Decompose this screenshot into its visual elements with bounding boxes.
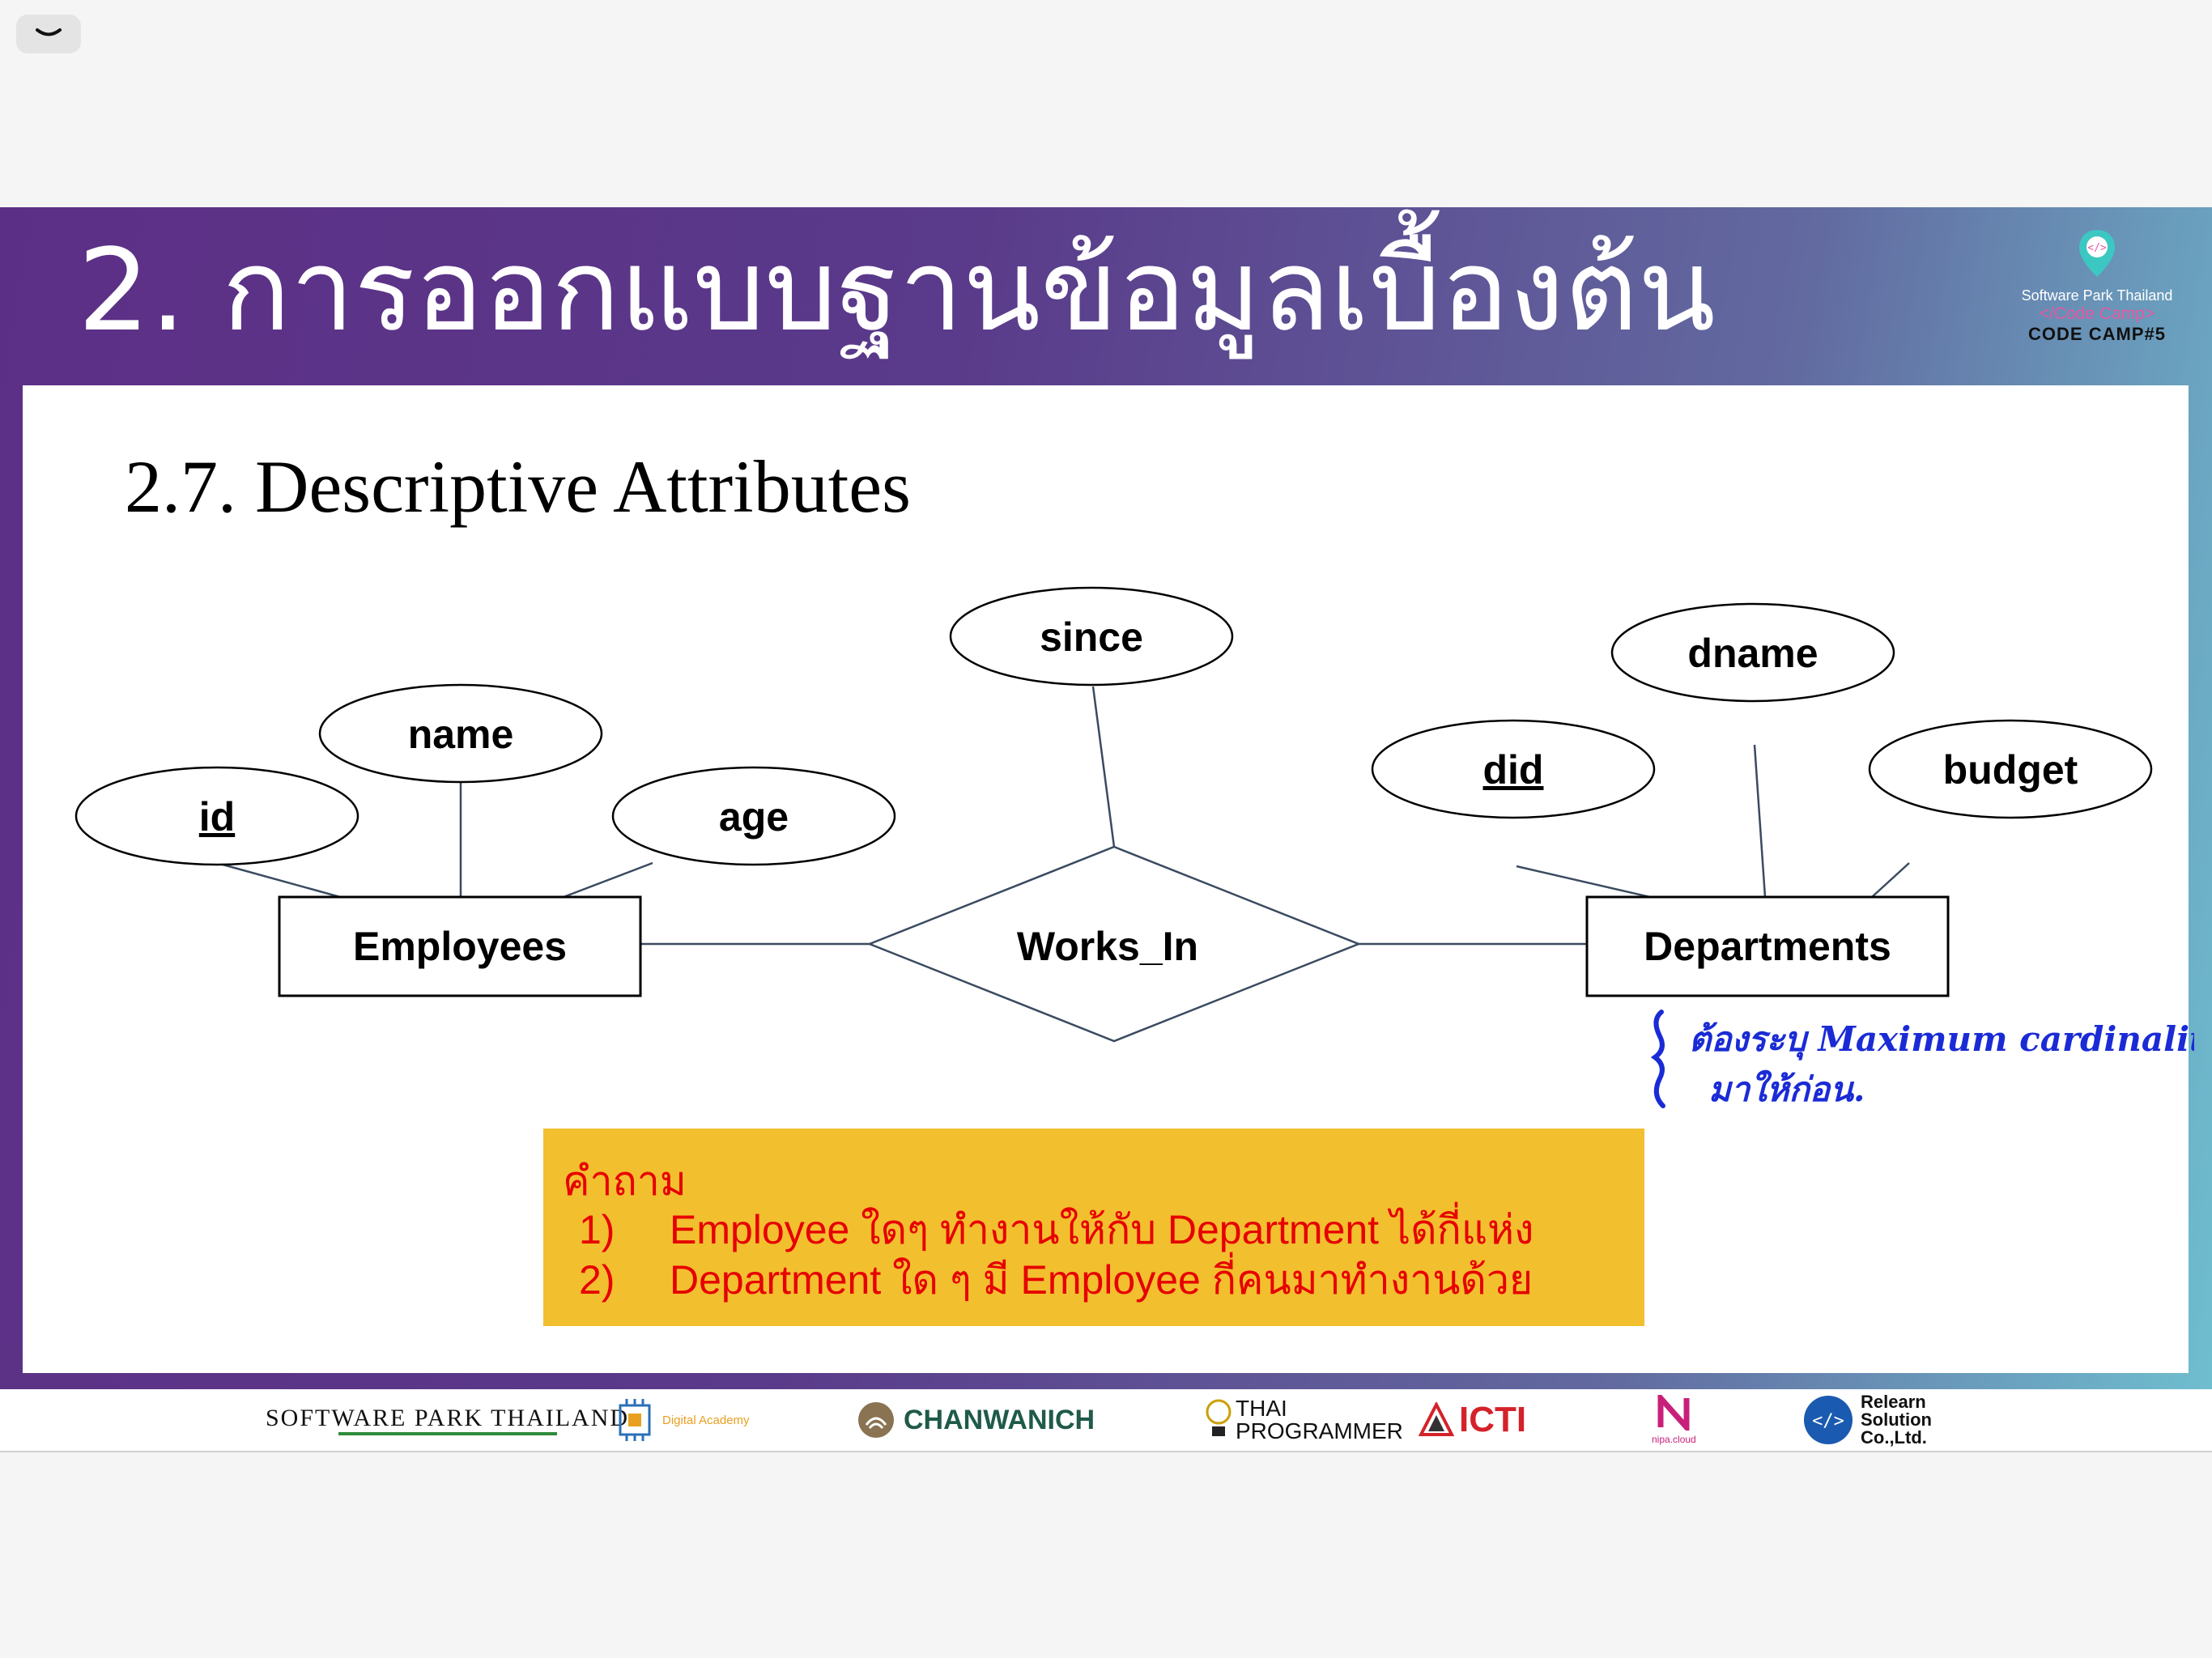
entity-employees-label: Employees [353, 924, 567, 969]
question-item-2: 2) Department ใด ๆ มี Employee กี่คนมาทำง… [579, 1248, 1533, 1312]
entity-departments-label: Departments [1644, 924, 1891, 969]
attribute-dname-ellipse [1610, 602, 1895, 703]
attribute-since-ellipse [949, 586, 1234, 687]
handwritten-line-2: มาให้ก่อน. [1708, 1069, 1865, 1109]
logo-digital-academy: Digital Academy [612, 1389, 750, 1451]
connector-dname [1753, 744, 1767, 898]
attribute-budget-label: budget [1943, 747, 2078, 793]
brand-line-3: CODE CAMP#5 [2028, 324, 2166, 344]
nipa-n-icon [1657, 1390, 1690, 1435]
map-pin-icon: </> [2079, 230, 2115, 277]
attribute-name-ellipse [318, 683, 603, 784]
question-item-number: 1) [579, 1207, 615, 1252]
brand-line-1: Software Park Thailand [2021, 287, 2173, 304]
question-item-text: Employee ใดๆ ทำงานให้กับ Department ได้ก… [670, 1207, 1534, 1252]
connector-since [1091, 686, 1116, 848]
er-diagram: id name age since dname did budget Emplo… [74, 586, 2153, 1043]
attribute-id-ellipse [74, 766, 359, 866]
svg-text:</>: </> [1812, 1411, 1844, 1431]
logo-relearn-solution: </> Relearn Solution Co.,Ltd. [1802, 1389, 1950, 1451]
connector-did [1516, 865, 1651, 899]
brand-line-2: </Code Camp> [2039, 304, 2155, 323]
attribute-budget-ellipse [1868, 719, 2153, 819]
handwritten-line-1: ต้องระบุ Maximum cardinality [1689, 1019, 2194, 1061]
svg-text:</>: </> [2087, 242, 2107, 254]
logo-icti: ICTI [1419, 1389, 1526, 1451]
relationship-works-in-diamond [866, 845, 1362, 1043]
logo-thai-programmer: THAI PROGRAMMER [1205, 1389, 1403, 1451]
attribute-did-label: did [1483, 747, 1544, 793]
attribute-name-label: name [408, 712, 514, 757]
collapse-toolbar-button[interactable] [16, 15, 81, 53]
connector-budget [1871, 862, 1910, 898]
slide-title: 2. การออกแบบฐานข้อมูลเบื้องต้น [78, 225, 1716, 357]
code-bracket-icon: </> [1804, 1396, 1853, 1444]
connector-id [216, 861, 341, 899]
handwritten-brace [1650, 1010, 1665, 1108]
logo-chanwanich: CHANWANICH [857, 1389, 1095, 1451]
logo-software-park: SOFTWARE PARK THAILAND [266, 1389, 629, 1451]
section-title: 2.7. Descriptive Attributes [125, 445, 911, 528]
connector-age [563, 861, 653, 899]
attribute-age-ellipse [611, 766, 896, 866]
attribute-did-ellipse [1371, 719, 1656, 819]
handwritten-note: ต้องระบุ Maximum cardinality มาให้ก่อน. [1650, 1010, 2194, 1109]
question-item-text: Department ใด ๆ มี Employee กี่คนมาทำงาน… [670, 1257, 1534, 1303]
relationship-works-in-label: Works_In [1017, 924, 1198, 969]
logo-nipa-cloud: nipa.cloud [1652, 1389, 1696, 1451]
icti-triangle-icon [1419, 1402, 1454, 1436]
attribute-dname-label: dname [1687, 631, 1818, 676]
attribute-id-label: id [199, 794, 235, 840]
question-item-1: 1) Employee ใดๆ ทำงานให้กับ Department ได… [579, 1198, 1534, 1262]
question-heading: คำถาม [563, 1158, 687, 1204]
sponsor-logos-strip: SOFTWARE PARK THAILAND Digital Academy C… [0, 1389, 2212, 1452]
entity-departments-box [1585, 895, 1950, 997]
entity-employees-box [278, 895, 642, 997]
attribute-age-label: age [719, 794, 789, 840]
question-item-number: 2) [579, 1257, 615, 1303]
question-box: คำถาม 1) Employee ใดๆ ทำงานให้กับ Departm… [543, 1129, 1644, 1326]
brand-logo: </> Software Park Thailand </Code Camp> … [2008, 228, 2186, 345]
chip-icon [619, 1399, 651, 1441]
chanwanich-emblem-icon [858, 1402, 894, 1438]
slide-content: 2.7. Descriptive Attributes [23, 385, 2189, 1373]
lightbulb-icon [1206, 1399, 1231, 1436]
slide: 2. การออกแบบฐานข้อมูลเบื้องต้น </> Softw… [0, 207, 2212, 1451]
chevron-down-icon [36, 28, 62, 36]
attribute-since-label: since [1040, 614, 1143, 660]
